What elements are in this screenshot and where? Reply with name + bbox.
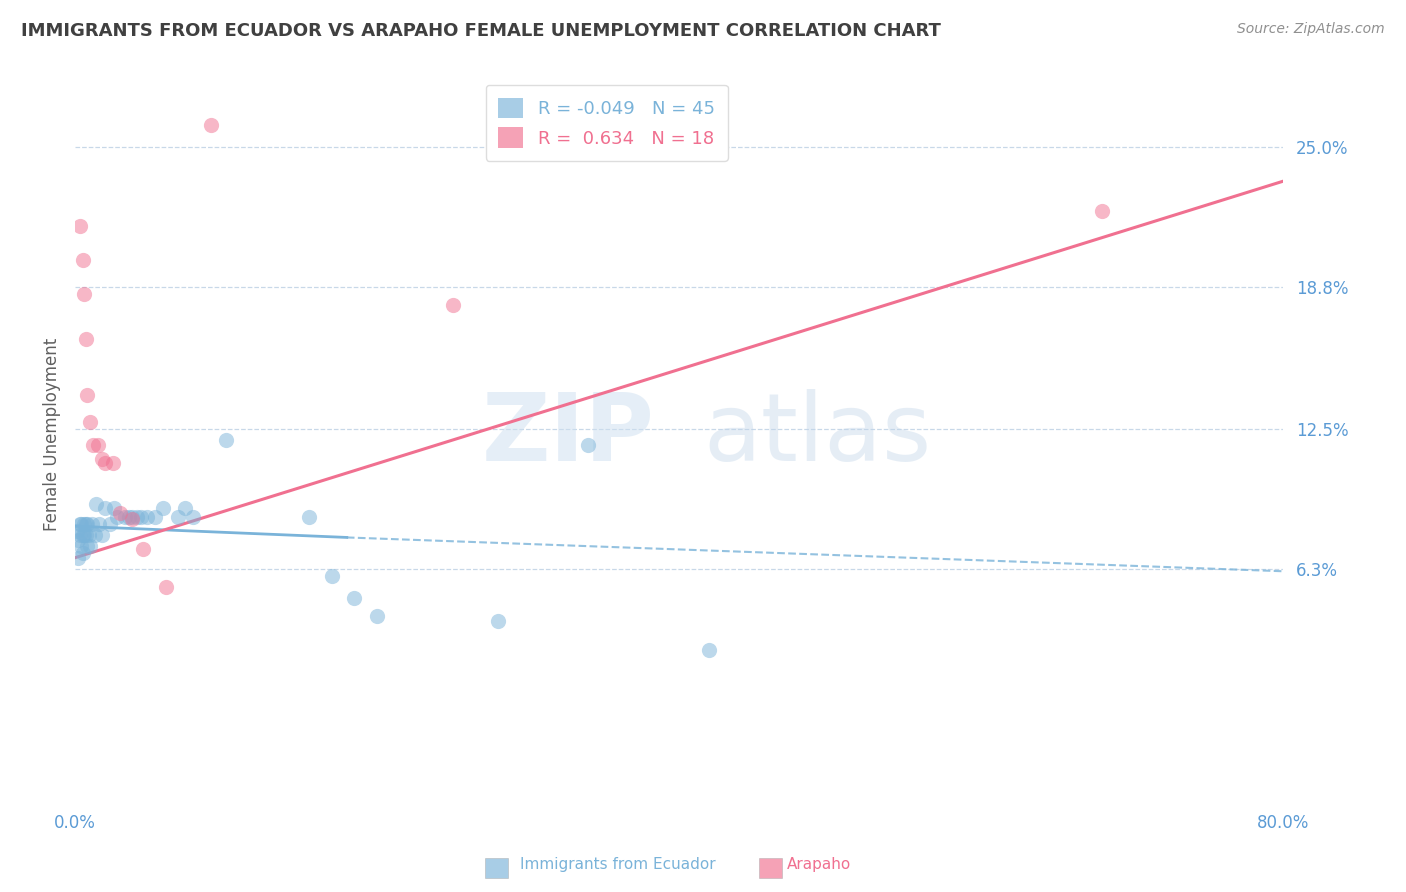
Point [321,568,343,582]
Point [83,528,105,542]
Point [366,609,388,624]
Point [72,253,94,268]
Point [69,528,91,542]
Point [118,510,141,524]
Point [101,456,124,470]
Point [121,512,143,526]
Point [152,501,174,516]
Point [75,528,97,542]
Point [298,510,321,524]
Point [105,510,128,524]
Point [73,528,96,542]
Point [94,501,117,516]
Point [155,580,177,594]
Point [69,219,91,234]
Point [143,510,166,524]
Text: ZIP: ZIP [482,389,655,481]
Point [576,438,599,452]
Point [76,516,98,531]
Point [73,516,96,531]
Point [72,546,94,560]
Point [86,438,108,452]
Point [114,510,136,524]
Text: Immigrants from Ecuador: Immigrants from Ecuador [520,857,716,872]
Point [1091,203,1114,218]
Point [103,501,125,516]
Point [66,533,89,547]
Point [72,528,94,542]
Point [98,516,121,531]
Point [84,497,107,511]
Point [91,528,114,542]
Point [70,540,93,554]
Point [125,510,148,524]
Point [91,451,114,466]
Point [215,434,238,448]
Point [697,643,720,657]
Point [79,416,101,430]
Point [77,528,100,542]
Point [136,510,159,524]
Point [75,332,97,346]
Point [343,591,366,606]
Point [80,516,103,531]
Text: Arapaho: Arapaho [787,857,852,872]
Point [70,516,93,531]
Point [89,516,111,531]
Point [110,506,132,520]
Point [66,550,89,565]
Text: IMMIGRANTS FROM ECUADOR VS ARAPAHO FEMALE UNEMPLOYMENT CORRELATION CHART: IMMIGRANTS FROM ECUADOR VS ARAPAHO FEMAL… [21,22,941,40]
Text: Source: ZipAtlas.com: Source: ZipAtlas.com [1237,22,1385,37]
Point [131,510,153,524]
Point [181,510,204,524]
Point [73,287,96,301]
Point [76,540,98,554]
Point [174,501,197,516]
Point [121,510,143,524]
Point [441,298,464,312]
Point [75,516,97,531]
Point [94,456,117,470]
Text: atlas: atlas [703,389,931,481]
Point [82,438,104,452]
Point [79,540,101,554]
Point [69,516,91,531]
Point [200,118,222,132]
Point [76,388,98,402]
Point [486,614,509,628]
Y-axis label: Female Unemployment: Female Unemployment [44,338,60,532]
Point [65,524,87,538]
Point [132,541,155,556]
Point [166,510,188,524]
Legend: R = -0.049   N = 45, R =  0.634   N = 18: R = -0.049 N = 45, R = 0.634 N = 18 [485,85,727,161]
